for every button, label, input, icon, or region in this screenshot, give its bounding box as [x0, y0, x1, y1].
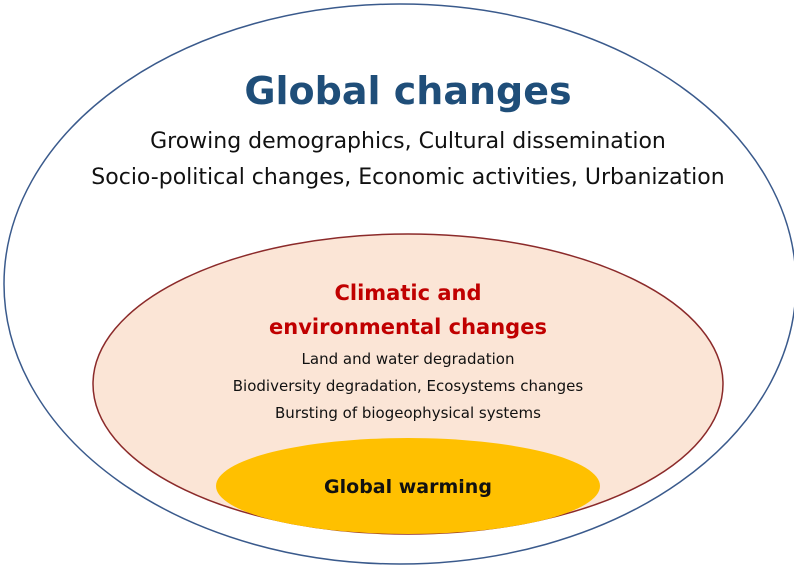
- outer-line: Socio-political changes, Economic activi…: [91, 165, 724, 190]
- middle-line: Bursting of biogeophysical systems: [275, 404, 541, 422]
- middle-line: Biodiversity degradation, Ecosystems cha…: [233, 377, 584, 395]
- middle-title: Climatic and: [334, 281, 481, 305]
- middle-line: Land and water degradation: [302, 350, 515, 368]
- middle-title: environmental changes: [269, 315, 547, 339]
- outer-line: Growing demographics, Cultural dissemina…: [150, 129, 666, 154]
- inner-ellipse: [216, 438, 600, 534]
- inner-title: Global warming: [324, 476, 492, 498]
- outer-title: Global changes: [244, 69, 571, 113]
